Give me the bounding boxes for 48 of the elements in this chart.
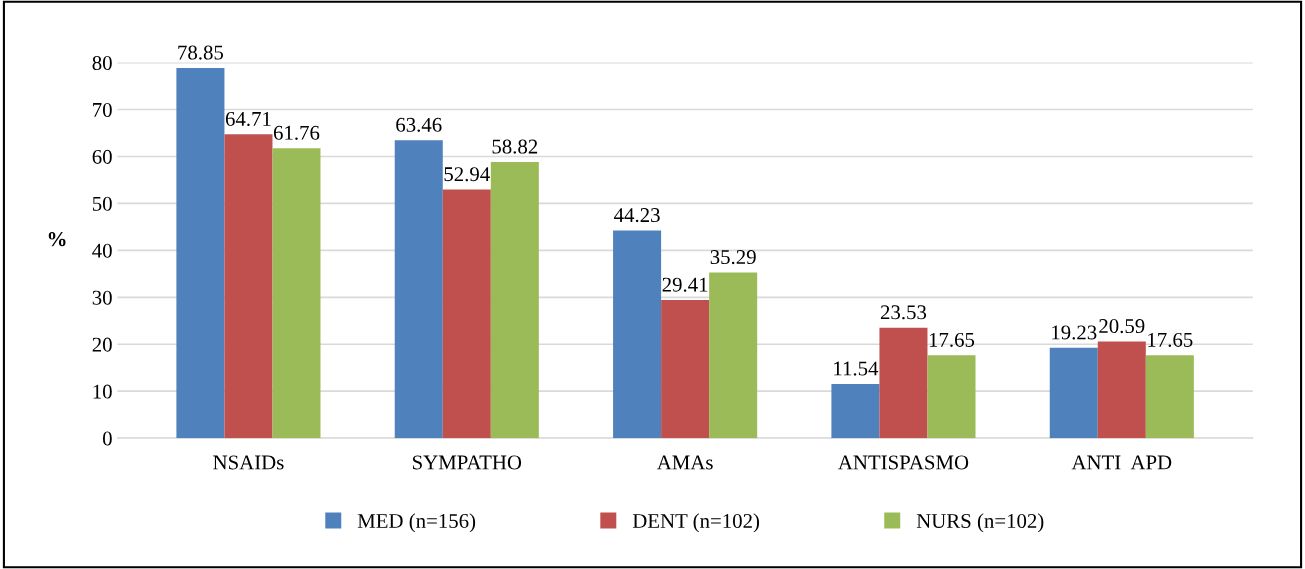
bar — [442, 189, 491, 439]
legend-label: MED (n=156) — [357, 513, 476, 533]
y-tick-label: 30 — [92, 290, 112, 305]
y-tick-label: 40 — [92, 243, 112, 258]
x-tick-label: ANTISPASMO — [838, 455, 969, 470]
legend-label: NURS (n=102) — [916, 513, 1044, 533]
x-tick-label: ANTI APD — [1071, 455, 1172, 470]
bar — [1049, 347, 1098, 439]
y-tick-label: 0 — [102, 431, 112, 446]
data-label: 61.76 — [273, 125, 320, 140]
data-label: 17.65 — [929, 332, 975, 347]
bar — [224, 134, 273, 439]
x-tick-label: SYMPATHO — [412, 455, 522, 470]
y-tick-label: 10 — [93, 384, 112, 399]
bar — [176, 67, 225, 439]
data-label: 63.46 — [396, 117, 442, 132]
x-tick-label: NSAIDs — [213, 455, 284, 470]
bar — [394, 140, 443, 439]
bar — [831, 383, 880, 439]
data-label: 58.82 — [492, 139, 538, 154]
bar — [490, 162, 539, 439]
y-tick-label: 20 — [92, 337, 112, 352]
data-label: 17.65 — [1148, 332, 1193, 347]
data-label: 64.71 — [225, 111, 271, 127]
bar — [661, 300, 710, 439]
data-label: 44.23 — [614, 208, 660, 223]
bar — [272, 148, 321, 439]
y-tick-label: 50 — [92, 196, 112, 211]
x-tick-label: AMAs — [656, 455, 713, 470]
y-tick-label: 70 — [93, 102, 112, 117]
bar — [613, 230, 662, 439]
data-label: 19.23 — [1052, 325, 1097, 340]
y-tick-label: 60 — [92, 149, 112, 164]
data-label: 35.29 — [710, 250, 756, 265]
data-label: 78.85 — [178, 45, 224, 60]
bar — [1145, 355, 1194, 439]
data-label: 29.41 — [662, 277, 708, 292]
legend-label: DENT (n=102) — [632, 513, 760, 533]
y-axis-title: % — [48, 232, 66, 247]
data-label: 20.59 — [1099, 319, 1145, 334]
bar — [879, 327, 928, 439]
data-label: 52.94 — [444, 167, 490, 182]
data-label: 11.54 — [834, 361, 879, 376]
bar — [1097, 341, 1146, 439]
bar — [709, 272, 758, 439]
data-label: 23.53 — [880, 305, 927, 320]
bar — [927, 355, 976, 439]
y-tick-label: 80 — [92, 55, 112, 71]
